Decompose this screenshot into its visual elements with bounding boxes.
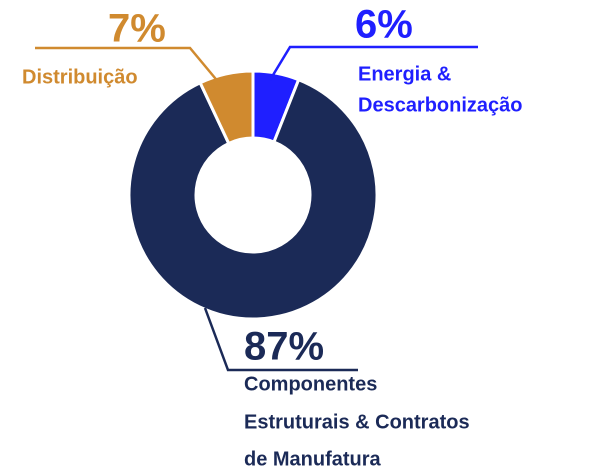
percent-label: 7%: [108, 7, 166, 51]
category-label: de Manufatura: [244, 448, 382, 470]
leader-line: [35, 46, 221, 85]
category-label: Componentes: [244, 373, 377, 395]
category-label: Energia &: [358, 63, 451, 85]
percent-label: 87%: [244, 325, 324, 369]
percent-label: 6%: [355, 3, 413, 47]
category-label: Descarbonização: [358, 94, 523, 116]
leader-line: [268, 45, 478, 81]
donut-slice: [127, 77, 379, 321]
category-label: Distribuição: [22, 66, 138, 88]
leader-line: [203, 307, 358, 372]
category-label: Estruturais & Contratos: [244, 411, 470, 433]
